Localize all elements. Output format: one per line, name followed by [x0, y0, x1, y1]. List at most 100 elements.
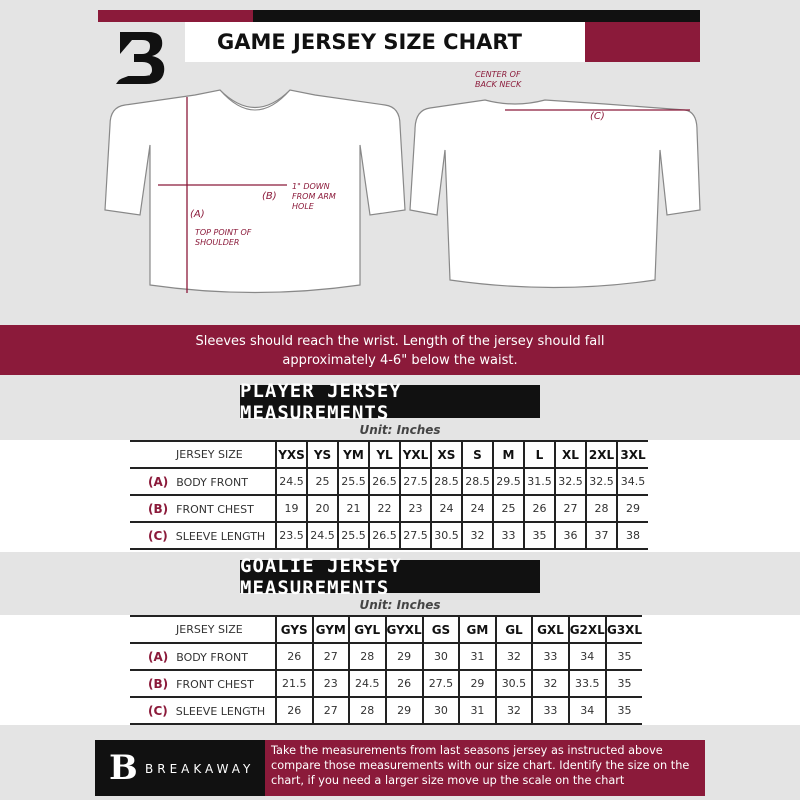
top-dark-bar	[253, 10, 700, 22]
brand-logo	[115, 32, 165, 84]
measurement-cell: 27.5	[422, 670, 461, 698]
player-size-table: JERSEY SIZE YXS YS YM YL YXL XS S M L XL 2XL 3XL (A) B…	[130, 440, 648, 550]
measurement-cell: 25	[493, 495, 525, 523]
row-label: (C) SLEEVE LENGTH	[130, 697, 277, 725]
size-header: YXS	[276, 440, 308, 469]
measurement-cell: 26	[276, 643, 314, 671]
measurement-cell: 24.5	[349, 670, 387, 698]
measurement-cell: 32.5	[555, 468, 587, 496]
measurement-cell: 35	[524, 522, 556, 550]
measurement-cell: 24.5	[307, 522, 339, 550]
measurement-cell: 24	[462, 495, 494, 523]
row-letter: (C)	[148, 703, 168, 718]
table-row: (C) SLEEVE LENGTH 26 27 28 29 30 31 32 33 34 35	[130, 697, 643, 725]
row-name: BODY FRONT	[176, 475, 248, 489]
measurement-cell: 30.5	[495, 670, 534, 698]
measurement-cell: 29	[617, 495, 648, 523]
measurement-cell: 28	[349, 697, 387, 725]
measurement-cell: 35	[605, 697, 643, 725]
row-letter: (B)	[148, 501, 169, 516]
measurement-cell: 29.5	[493, 468, 525, 496]
row-name: SLEEVE LENGTH	[175, 529, 266, 543]
row-label: (A) BODY FRONT	[130, 468, 277, 496]
measurement-cell: 25	[307, 468, 339, 496]
measurement-cell: 26	[276, 697, 314, 725]
measurement-cell: 36	[555, 522, 587, 550]
jersey-size-label: JERSEY SIZE	[130, 440, 277, 469]
size-header: 3XL	[617, 440, 648, 469]
measurement-cell: 28	[349, 643, 387, 671]
measurement-cell: 32.5	[586, 468, 618, 496]
center-back-neck-note: CENTER OF BACK NECK	[475, 70, 522, 89]
measurement-cell: 33.5	[568, 670, 607, 698]
row-label: (A) BODY FRONT	[130, 643, 277, 671]
measurement-cell: 34	[568, 643, 607, 671]
measurement-cell: 26	[385, 670, 424, 698]
measurement-cell: 27	[312, 697, 350, 725]
footer-brand: B BREAKAWAY	[95, 740, 265, 796]
goalie-heading: GOALIE JERSEY MEASUREMENTS	[240, 555, 540, 599]
measurement-cell: 32	[462, 522, 494, 550]
measurement-cell: 29	[459, 670, 497, 698]
label-a: (A)	[190, 209, 205, 220]
player-heading: PLAYER JERSEY MEASUREMENTS	[240, 380, 540, 424]
jersey-size-label: JERSEY SIZE	[130, 615, 277, 644]
top-accent-bar	[98, 10, 253, 22]
size-header-row: JERSEY SIZE GYS GYM GYL GYXL GS GM GL GXL G2XL G3X…	[130, 615, 643, 644]
size-header: YS	[307, 440, 339, 469]
measurement-cell: 27	[312, 643, 350, 671]
measurement-cell: 19	[276, 495, 308, 523]
label-b: (B)	[262, 191, 277, 202]
measurement-cell: 33	[532, 697, 570, 725]
measurement-cell: 30.5	[431, 522, 463, 550]
size-header: 2XL	[586, 440, 618, 469]
measurement-cell: 28	[586, 495, 618, 523]
goalie-unit: Unit: Inches	[359, 598, 441, 612]
table-row: (C) SLEEVE LENGTH 23.5 24.5 25.5 26.5 27.5 30.5…	[130, 522, 648, 550]
instruction-banner: Sleeves should reach the wrist. Length o…	[0, 325, 800, 375]
measurement-cell: 37	[586, 522, 618, 550]
measurement-cell: 22	[369, 495, 401, 523]
table-row: (A) BODY FRONT 26 27 28 29 30 31 32 33 34 35	[130, 643, 643, 671]
top-point-note: TOP POINT OF SHOULDER	[195, 228, 252, 247]
size-header: GS	[422, 615, 461, 644]
goalie-size-table: JERSEY SIZE GYS GYM GYL GYXL GS GM GL GXL G2XL G3X…	[130, 615, 643, 725]
measurement-cell: 26	[524, 495, 556, 523]
size-header: XL	[555, 440, 587, 469]
measurement-cell: 30	[422, 697, 461, 725]
measurement-cell: 29	[385, 643, 424, 671]
measurement-cell: 26.5	[369, 468, 401, 496]
table-row: (B) FRONT CHEST 19 20 21 22 23 24 24 25 26 27 28 29	[130, 495, 648, 523]
measurement-cell: 27.5	[400, 468, 432, 496]
measurement-cell: 25.5	[338, 468, 370, 496]
measurement-cell: 32	[532, 670, 570, 698]
measurement-cell: 24.5	[276, 468, 308, 496]
player-unit: Unit: Inches	[359, 423, 441, 437]
measurement-cell: 31	[459, 643, 497, 671]
one-inch-down-note: 1" DOWN FROM ARM HOLE	[292, 182, 336, 211]
table-row: (B) FRONT CHEST 21.5 23 24.5 26 27.5 29 30.5 32 33…	[130, 670, 643, 698]
jersey-back-diagram	[409, 99, 701, 289]
goalie-table-band: JERSEY SIZE GYS GYM GYL GYXL GS GM GL GXL G2XL G3X…	[0, 615, 800, 725]
row-label: (C) SLEEVE LENGTH	[130, 522, 277, 550]
measurement-cell: 34.5	[617, 468, 648, 496]
page-title: GAME JERSEY SIZE CHART	[185, 22, 585, 62]
size-header: YL	[369, 440, 401, 469]
measurement-cell: 23.5	[276, 522, 308, 550]
measurement-cell: 32	[495, 643, 534, 671]
row-label: (B) FRONT CHEST	[130, 670, 277, 698]
measurement-cell: 30	[422, 643, 461, 671]
size-header: G3XL	[605, 615, 643, 644]
measurement-cell: 25.5	[338, 522, 370, 550]
measurement-cell: 21	[338, 495, 370, 523]
table-row: (A) BODY FRONT 24.5 25 25.5 26.5 27.5 28.5 28.5 2…	[130, 468, 648, 496]
measurement-cell: 35	[605, 670, 643, 698]
footer-logo: B	[109, 748, 138, 788]
measurement-cell: 33	[493, 522, 525, 550]
measurement-cell: 35	[605, 643, 643, 671]
size-header: YXL	[400, 440, 432, 469]
title-accent-block	[585, 22, 700, 62]
jersey-front-diagram	[104, 89, 406, 294]
size-header: L	[524, 440, 556, 469]
measurement-cell: 28.5	[431, 468, 463, 496]
